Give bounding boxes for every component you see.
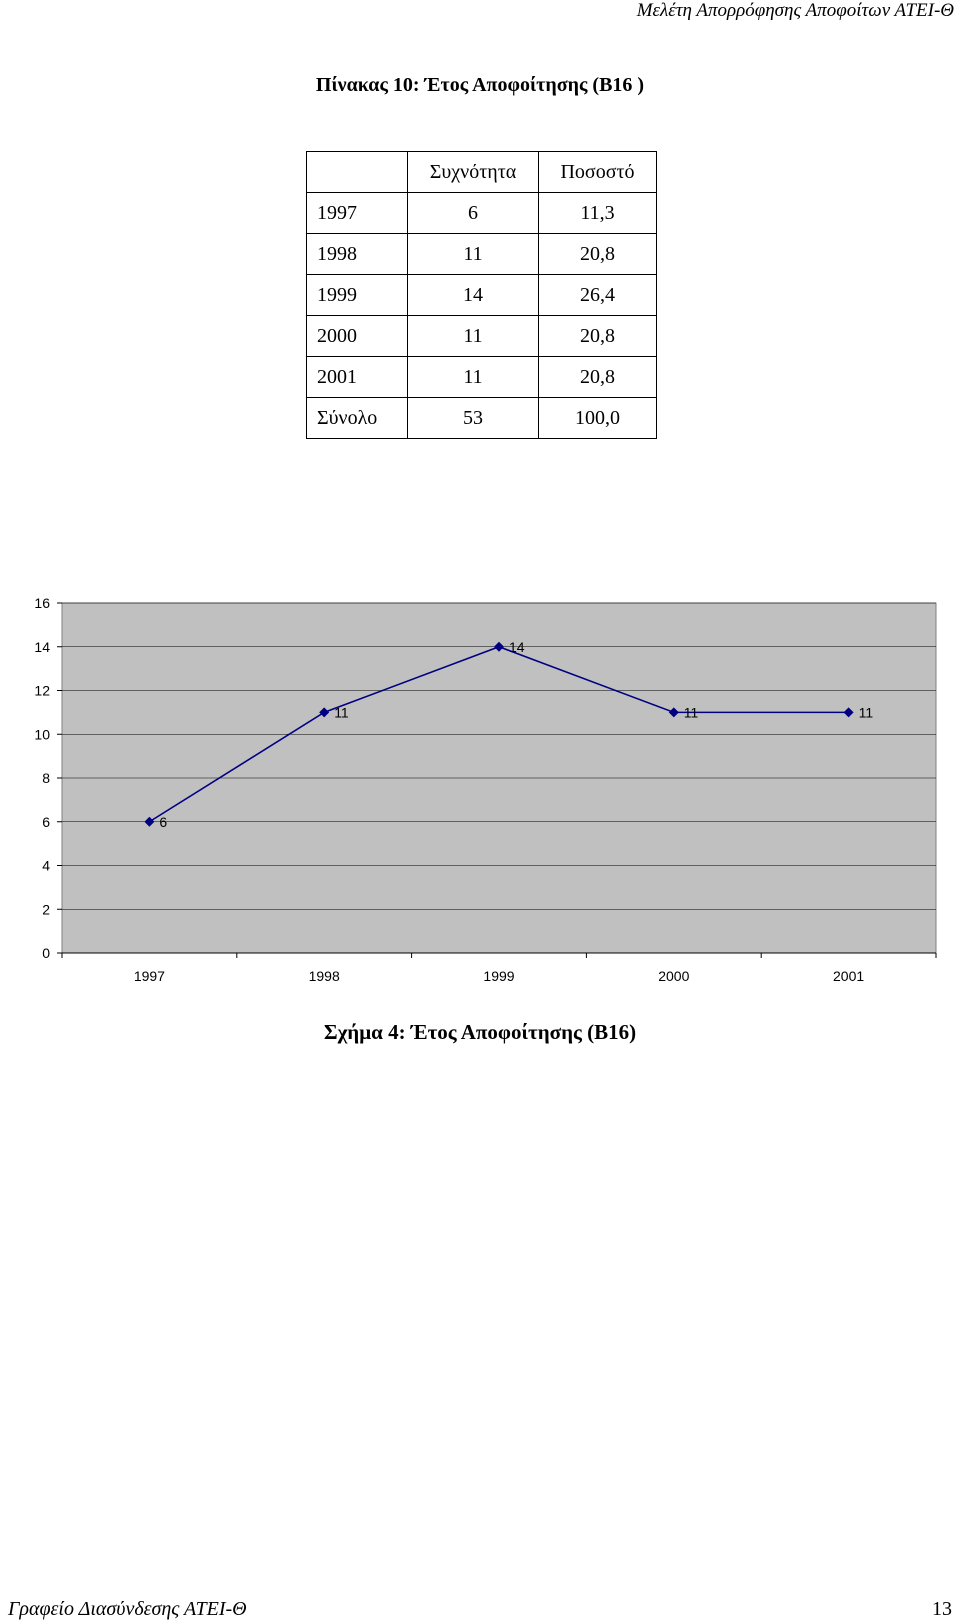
table-cell: 11,3 [538,192,657,234]
x-tick-label: 1999 [483,968,514,984]
table-header-cell: Συχνότητα [407,151,539,193]
x-tick-label: 2001 [833,968,864,984]
table-row: 2001 11 20,8 [306,356,657,398]
data-point-marker [668,707,679,718]
x-tick-label: 1997 [134,968,165,984]
y-tick-label: 10 [34,726,50,742]
table-row-total: Σύνολο 53 100,0 [306,397,657,439]
table-cell: 100,0 [538,397,657,439]
data-label: 11 [859,704,874,720]
table-row: 1998 11 20,8 [306,233,657,275]
table-row: 1999 14 26,4 [306,274,657,316]
table-cell: 20,8 [538,356,657,398]
figure-caption: Σχήμα 4: Έτος Αποφοίτησης (Β16) [323,1020,637,1044]
table-row: 1997 6 11,3 [306,192,657,234]
y-tick-label: 16 [34,595,50,611]
table-cell: 6 [407,192,539,234]
y-tick-label: 2 [42,901,50,917]
table-cell: 1997 [306,192,408,234]
x-tick-label: 2000 [658,968,689,984]
data-label: 11 [334,704,349,720]
footer-office: Γραφείο Διασύνδεσης ΑΤΕΙ-Θ [8,1598,247,1620]
table-row: 2000 11 20,8 [306,315,657,357]
table-header-row: Συχνότητα Ποσοστό [306,151,657,193]
table-cell: 1999 [306,274,408,316]
table-header-cell: Ποσοστό [538,151,657,193]
table-cell: 2001 [306,356,408,398]
y-tick-label: 4 [42,858,50,874]
table-cell: 1998 [306,233,408,275]
page-number: 13 [932,1598,952,1620]
data-point-marker [319,707,330,718]
table-cell: 11 [407,233,539,275]
y-tick-label: 0 [42,945,50,961]
data-point-marker [494,641,504,652]
table-cell: 26,4 [538,274,657,316]
data-label: 6 [159,814,167,830]
table-cell: 11 [407,356,539,398]
y-tick-label: 8 [42,770,50,786]
data-label: 11 [684,704,699,720]
table-cell: 14 [407,274,539,316]
y-tick-label: 6 [42,814,50,830]
y-tick-label: 14 [34,639,50,655]
y-tick-label: 12 [34,683,50,699]
data-point-marker [144,816,155,827]
table-header-cell [306,151,408,193]
table-cell: Σύνολο [306,397,408,439]
table-cell: 20,8 [538,233,657,275]
table-title: Πίνακας 10: Έτος Αποφοίτησης (Β16 ) [315,74,645,96]
running-header: Μελέτη Απορρόφησης Αποφοίτων ΑΤΕΙ-Θ [636,0,954,21]
table-cell: 11 [407,315,539,357]
table-cell: 20,8 [538,315,657,357]
table-cell: 53 [407,397,539,439]
table-cell: 2000 [306,315,408,357]
x-tick-label: 1998 [309,968,340,984]
line-chart: 0 2 4 6 8 10 12 14 16 1997 1998 1999 2000 2001 6 11 14 11… [34,595,937,984]
data-point-marker [843,707,854,718]
data-label: 14 [509,639,525,655]
frequency-table: Συχνότητα Ποσοστό 1997 6 11,3 1998 11 20… [306,151,657,439]
